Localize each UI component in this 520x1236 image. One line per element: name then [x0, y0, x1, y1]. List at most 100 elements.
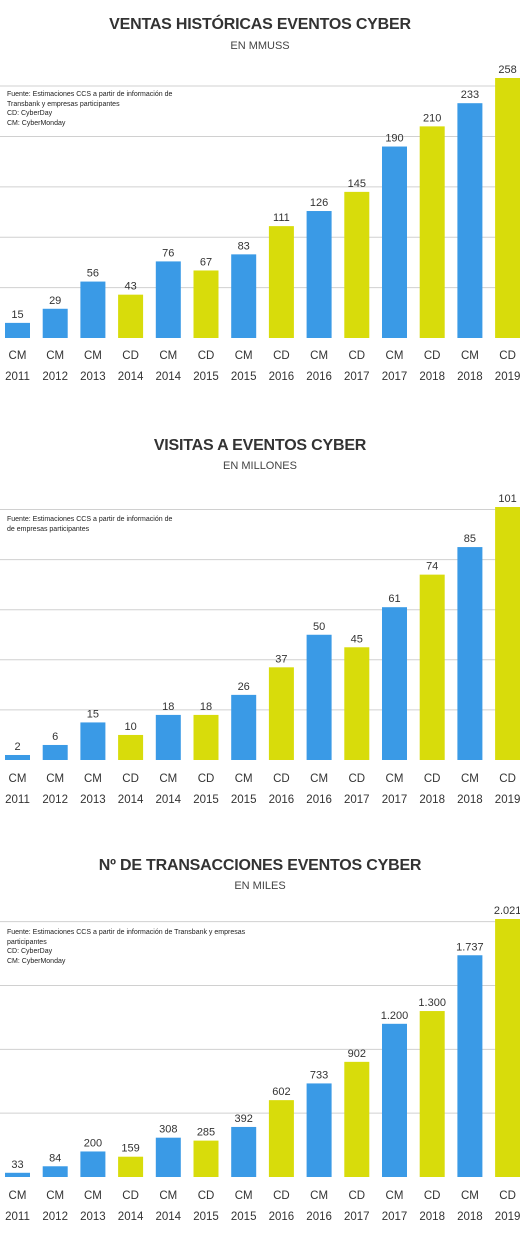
tick-label-year: 2015: [231, 794, 257, 806]
tick-label-event: CM: [159, 1190, 177, 1202]
data-label: 85: [464, 533, 476, 545]
tick-label-year: 2014: [118, 371, 144, 383]
bar-cm-2014: [155, 714, 181, 760]
tick-label-event: CM: [46, 1190, 64, 1202]
data-label: 258: [498, 64, 516, 76]
data-label: 84: [49, 1152, 61, 1164]
tick-label-event: CM: [84, 773, 102, 785]
bar-cm-2011: [5, 322, 30, 338]
tick-label-event: CD: [122, 350, 139, 362]
tick-label-event: CD: [499, 773, 516, 785]
tick-label-event: CM: [461, 350, 479, 362]
tick-label-event: CM: [46, 350, 64, 362]
tick-label-year: 2016: [306, 794, 332, 806]
data-label: 29: [49, 295, 61, 307]
tick-label-event: CD: [198, 1190, 215, 1202]
bar-cd-2018: [419, 1011, 445, 1177]
bar-cd-2017: [344, 1061, 370, 1177]
chart-source-note: Fuente: Estimaciones CCS a partir de inf…: [7, 929, 246, 965]
data-label: 74: [426, 561, 438, 573]
bar-cm-2016: [306, 211, 332, 338]
bar-cm-2017: [382, 1023, 407, 1177]
data-label: 18: [162, 701, 174, 713]
bar-chart-ventas: 15 CM 2011 29 CM 2012 56 CM 2013 43 CD 2014 76 CM 2014…: [0, 64, 520, 383]
chart-subtitle: EN MMUSS: [230, 40, 290, 52]
data-label: 67: [200, 256, 212, 268]
data-label: 37: [275, 653, 287, 665]
bar-cd-2014: [118, 294, 144, 338]
tick-label-year: 2016: [306, 371, 332, 383]
data-label: 1.737: [456, 941, 484, 953]
tick-label-year: 2014: [156, 1211, 182, 1223]
chart-source-note: Fuente: Estimaciones CCS a partir de inf…: [7, 516, 173, 533]
bar-cd-2019: [495, 78, 520, 338]
data-label: 18: [200, 701, 212, 713]
tick-label-event: CD: [348, 350, 365, 362]
bar-cm-2018: [457, 955, 483, 1177]
bar-cm-2017: [382, 607, 407, 760]
bar-cm-2012: [42, 1166, 68, 1177]
bar-cm-2015: [231, 254, 257, 338]
tick-label-event: CD: [198, 350, 215, 362]
tick-label-event: CM: [46, 773, 64, 785]
data-label: 285: [197, 1127, 215, 1139]
data-label: 26: [238, 681, 250, 693]
tick-label-event: CM: [84, 1190, 102, 1202]
tick-label-event: CD: [273, 350, 290, 362]
tick-label-event: CM: [386, 773, 404, 785]
tick-label-event: CD: [122, 773, 139, 785]
data-label: 190: [385, 133, 403, 145]
tick-label-year: 2018: [457, 371, 483, 383]
tick-label-year: 2014: [156, 371, 182, 383]
data-label: 83: [238, 240, 250, 252]
tick-label-event: CM: [386, 350, 404, 362]
data-label: 61: [388, 593, 400, 605]
tick-label-event: CM: [310, 773, 328, 785]
bar-cm-2011: [5, 754, 30, 760]
tick-label-year: 2013: [80, 794, 106, 806]
data-label: 33: [11, 1159, 23, 1171]
tick-label-event: CM: [461, 1190, 479, 1202]
data-label: 111: [273, 212, 290, 224]
bar-cd-2016: [268, 667, 294, 760]
tick-label-year: 2011: [5, 371, 30, 383]
tick-label-year: 2015: [231, 371, 257, 383]
data-label: 1.200: [381, 1010, 409, 1022]
tick-label-year: 2017: [382, 794, 408, 806]
bar-cd-2017: [344, 191, 370, 338]
tick-label-year: 2016: [269, 1211, 295, 1223]
tick-label-event: CM: [9, 350, 27, 362]
tick-label-year: 2017: [344, 794, 370, 806]
tick-label-year: 2018: [457, 794, 483, 806]
tick-label-year: 2017: [344, 371, 370, 383]
tick-label-event: CD: [424, 350, 441, 362]
data-label: 101: [498, 493, 516, 505]
tick-label-year: 2013: [80, 1211, 106, 1223]
tick-label-year: 2015: [231, 1211, 257, 1223]
bar-cd-2019: [495, 507, 520, 760]
tick-label-year: 2019: [495, 371, 520, 383]
tick-label-year: 2014: [118, 1211, 144, 1223]
bar-cd-2014: [118, 1156, 144, 1177]
bar-cd-2019: [495, 919, 520, 1177]
tick-label-event: CD: [198, 773, 215, 785]
tick-label-event: CM: [159, 350, 177, 362]
bar-cm-2018: [457, 547, 483, 760]
tick-label-event: CM: [310, 1190, 328, 1202]
tick-label-year: 2016: [269, 794, 295, 806]
bar-cm-2013: [80, 722, 106, 760]
data-label: 10: [124, 721, 136, 733]
data-label: 50: [313, 621, 325, 633]
data-label: 126: [310, 197, 328, 209]
tick-label-year: 2015: [193, 1211, 219, 1223]
bar-cd-2017: [344, 647, 370, 760]
chart-source-note: Fuente: Estimaciones CCS a partir de inf…: [7, 91, 173, 127]
tick-label-event: CD: [348, 773, 365, 785]
chart-subtitle: EN MILLONES: [223, 460, 297, 472]
data-label: 2.021: [494, 905, 520, 917]
tick-label-year: 2016: [306, 1211, 332, 1223]
data-label: 308: [159, 1124, 177, 1136]
bar-cd-2018: [419, 574, 445, 760]
